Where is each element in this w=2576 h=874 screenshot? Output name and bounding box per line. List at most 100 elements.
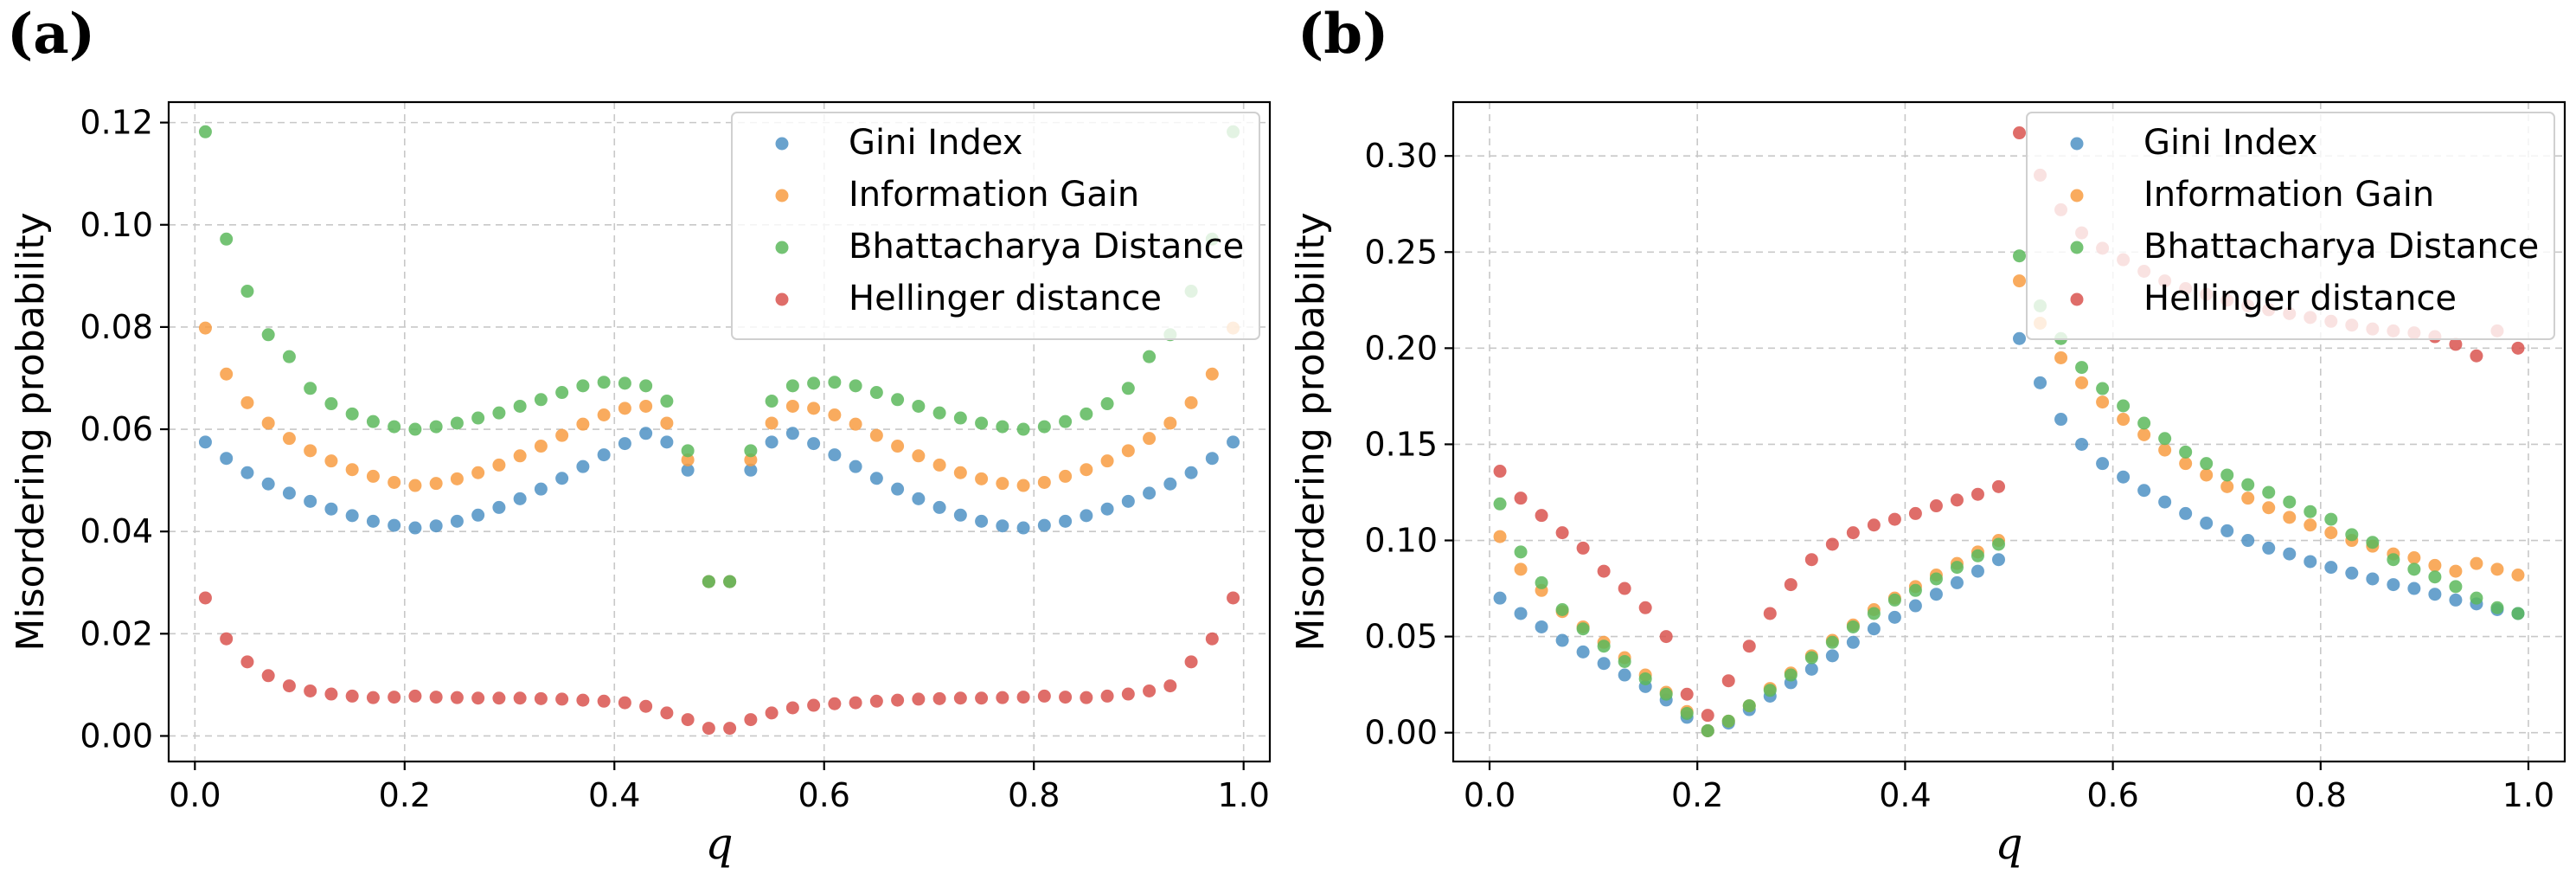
data-point	[744, 453, 758, 466]
data-point	[1143, 350, 1157, 363]
data-point	[1205, 632, 1219, 646]
data-point	[1121, 382, 1135, 395]
data-point	[618, 402, 631, 415]
data-point	[324, 687, 338, 701]
data-point	[1804, 651, 1818, 665]
x-tick-label: 0.4	[1879, 776, 1931, 814]
data-point	[869, 428, 883, 442]
data-point	[1991, 479, 2005, 493]
x-tick-label: 0.0	[169, 776, 221, 814]
panel-label-b: (b)	[1298, 2, 1389, 67]
y-tick-label: 0.08	[80, 308, 153, 346]
data-point	[2324, 512, 2338, 526]
data-point	[744, 713, 758, 727]
legend-marker	[775, 189, 789, 202]
data-point	[282, 432, 296, 446]
data-point	[450, 472, 464, 485]
legend-marker	[2070, 189, 2084, 202]
plot-frame	[167, 100, 1272, 763]
data-point	[198, 125, 212, 138]
data-point	[2137, 484, 2151, 498]
x-tick-label: 0.8	[2295, 776, 2347, 814]
data-point	[1100, 502, 1114, 516]
data-point	[1950, 561, 1964, 575]
data-point	[828, 408, 842, 422]
data-point	[765, 395, 779, 408]
x-tick-label: 0.6	[798, 776, 850, 814]
data-point	[2220, 524, 2234, 537]
data-point	[1514, 492, 1528, 505]
data-point	[639, 379, 653, 393]
data-point	[2075, 361, 2089, 375]
x-tick-label: 0.6	[2086, 776, 2138, 814]
data-point	[471, 508, 485, 522]
data-point	[681, 463, 695, 477]
x-tick-label: 0.4	[588, 776, 640, 814]
data-point	[1970, 549, 1984, 562]
data-point	[2345, 528, 2359, 542]
data-point	[198, 435, 212, 449]
data-point	[534, 691, 548, 705]
data-point	[492, 406, 506, 420]
data-point	[597, 408, 611, 422]
data-point	[849, 696, 862, 710]
legend: Gini Index Information Gain Bhattacharya D…	[731, 112, 1260, 340]
data-point	[2117, 470, 2131, 484]
data-point	[1659, 687, 1673, 701]
data-point	[765, 435, 779, 449]
data-point	[2387, 553, 2400, 567]
data-point	[2096, 382, 2110, 395]
data-point	[2200, 468, 2214, 482]
data-point	[555, 428, 569, 442]
x-tick-label: 0.0	[1464, 776, 1515, 814]
data-point	[1227, 435, 1240, 449]
data-point	[2470, 556, 2483, 570]
data-point	[2304, 504, 2317, 518]
data-point	[2179, 457, 2193, 471]
legend-marker	[2070, 137, 2084, 151]
data-point	[2428, 570, 2442, 584]
data-point	[1929, 572, 1943, 586]
data-point	[2179, 506, 2193, 520]
data-point	[261, 477, 275, 491]
y-axis-label: Misordering probability	[9, 212, 53, 651]
data-point	[1887, 593, 1901, 607]
data-point	[2158, 443, 2172, 457]
data-point	[744, 444, 758, 458]
data-point	[1846, 635, 1860, 649]
data-point	[1846, 620, 1860, 633]
data-point	[450, 416, 464, 430]
data-point	[975, 472, 989, 485]
data-point	[282, 350, 296, 363]
data-point	[807, 437, 821, 451]
data-point	[2158, 432, 2172, 446]
data-point	[2366, 536, 2380, 549]
data-point	[513, 399, 527, 413]
legend-marker	[775, 137, 789, 151]
data-point	[2013, 331, 2027, 345]
data-point	[639, 427, 653, 440]
data-point	[1143, 684, 1157, 697]
data-point	[597, 448, 611, 462]
data-point	[240, 655, 254, 669]
data-point	[534, 440, 548, 453]
data-point	[1016, 479, 1030, 492]
data-point	[1929, 588, 1943, 601]
data-point	[240, 466, 254, 479]
data-point	[282, 679, 296, 693]
data-point	[639, 699, 653, 713]
data-point	[891, 393, 905, 407]
data-point	[1080, 509, 1093, 523]
data-point	[1991, 537, 2005, 551]
data-point	[1763, 684, 1777, 697]
data-point	[324, 454, 338, 468]
data-point	[304, 382, 317, 395]
legend-frame	[2026, 112, 2555, 340]
data-point	[2470, 591, 2483, 605]
data-point	[492, 458, 506, 472]
data-point	[1618, 582, 1631, 595]
data-point	[932, 458, 946, 472]
data-point	[2407, 562, 2421, 576]
data-point	[220, 452, 234, 466]
data-point	[996, 691, 1009, 704]
